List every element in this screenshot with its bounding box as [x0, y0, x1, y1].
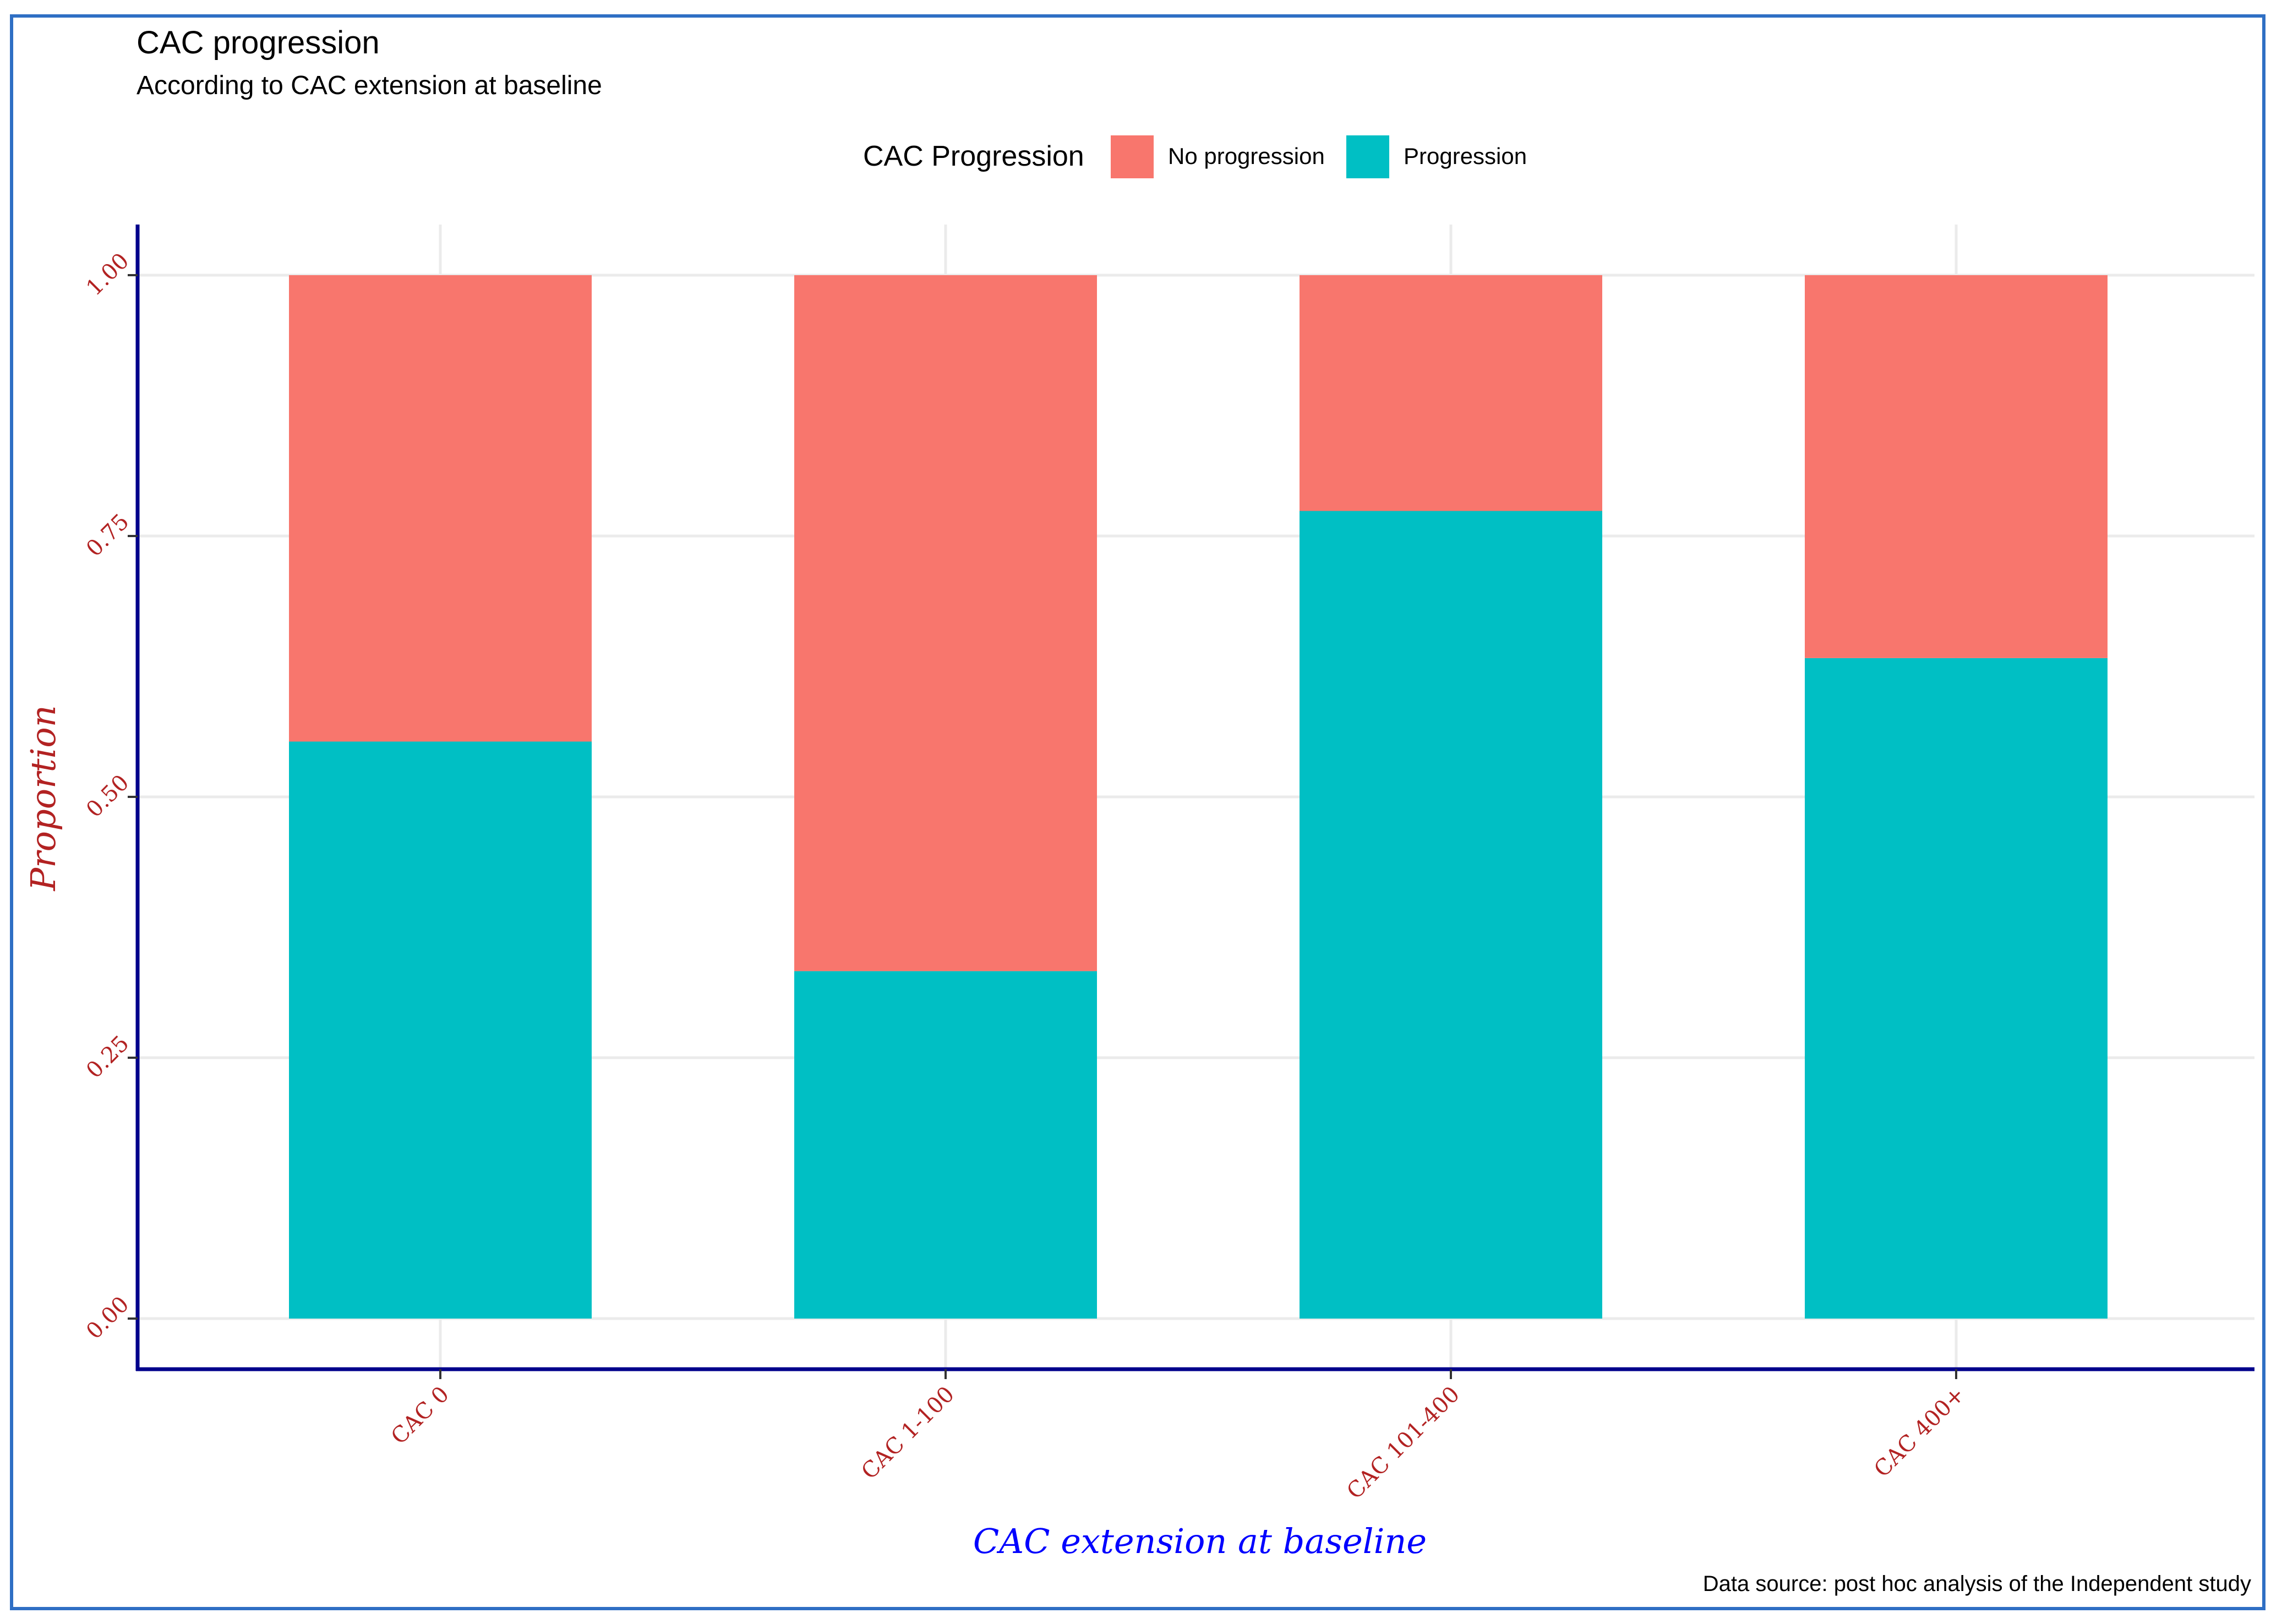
chart-title: CAC progression: [137, 25, 380, 61]
x-tick-label: CAC 101-400: [1342, 1382, 1465, 1505]
y-tick-label: 0.25: [81, 1031, 134, 1084]
x-tick-label: CAC 1-100: [856, 1382, 959, 1485]
legend-label-no-progression: No progression: [1168, 143, 1325, 169]
y-tick-label: 0.50: [81, 770, 134, 823]
axes: [128, 225, 2254, 1379]
bars: [289, 275, 2108, 1319]
x-axis-label: CAC extension at baseline: [973, 1521, 1427, 1561]
bar-progression: [289, 741, 592, 1319]
bar-progression: [1805, 658, 2108, 1319]
bar-no-progression: [794, 275, 1097, 971]
bar-progression: [1300, 511, 1602, 1319]
data-source-caption: Data source: post hoc analysis of the In…: [1702, 1572, 2251, 1596]
bar-no-progression: [289, 275, 592, 742]
bar-no-progression: [1805, 275, 2108, 658]
y-axis-label: Proportion: [23, 705, 63, 891]
bar-no-progression: [1300, 275, 1602, 511]
y-tick-labels: 0.00 0.25 0.50 0.75 1.00: [81, 248, 134, 1344]
legend-swatch-no-progression: [1111, 135, 1154, 178]
y-tick-label: 0.75: [81, 509, 134, 562]
x-tick-label: CAC 400+: [1869, 1382, 1970, 1483]
x-tick-label: CAC 0: [386, 1382, 454, 1450]
y-tick-label: 1.00: [81, 248, 134, 301]
legend-swatch-progression: [1346, 135, 1389, 178]
x-tick-labels: CAC 0 CAC 1-100 CAC 101-400 CAC 400+: [386, 1382, 1970, 1505]
chart-subtitle: According to CAC extension at baseline: [137, 71, 602, 100]
legend-label-progression: Progression: [1404, 143, 1527, 169]
legend-title: CAC Progression: [863, 140, 1084, 172]
bar-progression: [794, 971, 1097, 1319]
y-tick-label: 0.00: [81, 1292, 134, 1344]
